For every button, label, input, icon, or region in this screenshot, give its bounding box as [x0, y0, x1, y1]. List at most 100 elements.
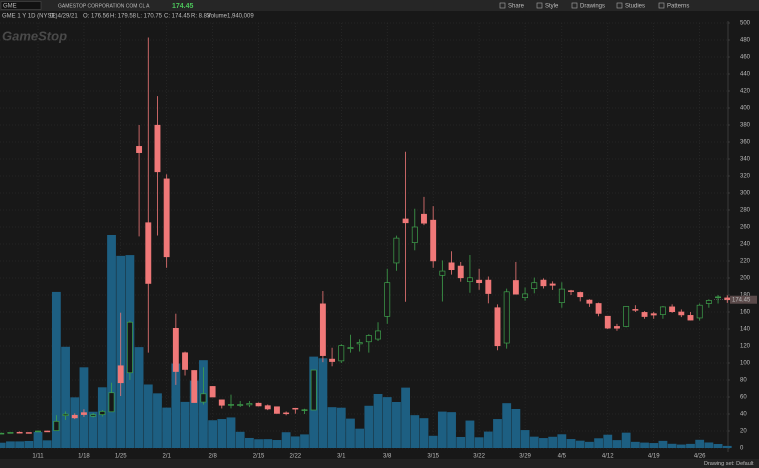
candle-body [448, 262, 455, 271]
y-tick-label: 260 [740, 225, 751, 231]
candle-body [457, 265, 464, 279]
volume-bar [189, 380, 199, 448]
x-tick-label: 2/1 [162, 454, 171, 460]
candle-body [650, 313, 657, 316]
candle-body [549, 283, 556, 286]
toolbar-icon[interactable] [536, 2, 543, 9]
ohlc-date: D: 4/29/21 [50, 14, 78, 20]
candle-body [329, 358, 336, 362]
x-tick-label: 2/22 [289, 454, 301, 460]
volume-bar [0, 442, 6, 448]
volume-bar [15, 441, 25, 448]
volume-bar [382, 397, 392, 448]
candle-body [439, 270, 446, 276]
candle-body [476, 279, 483, 284]
volume-bar [24, 440, 34, 448]
volume-bar [180, 401, 190, 448]
x-tick-label: 3/15 [427, 454, 439, 460]
toolbar-button[interactable]: Drawings [580, 4, 605, 10]
volume-bar [355, 428, 365, 448]
candle-body [485, 279, 492, 294]
toolbar-button[interactable]: Patterns [667, 4, 689, 10]
candle-body [522, 293, 529, 298]
volume-bar [33, 431, 43, 448]
candle-body [319, 303, 326, 356]
candle-body [430, 219, 437, 262]
volume-value: 1,940,009 [227, 14, 254, 20]
ohlc-open: O: 176.56 [83, 14, 110, 20]
y-tick-label: 440 [740, 72, 751, 78]
volume-bar [346, 418, 355, 448]
volume-bar [649, 443, 659, 448]
ohlc-low: L: 170.75 [137, 14, 163, 20]
volume-bar [392, 401, 401, 448]
symbol-box[interactable] [0, 1, 42, 10]
y-tick-label: 320 [740, 174, 751, 180]
symbol[interactable]: GME [3, 4, 17, 10]
volume-bar [447, 412, 456, 448]
candle-body [237, 404, 244, 406]
volume-bar [61, 346, 70, 448]
volume-bar [263, 439, 273, 448]
x-tick-label: 3/1 [337, 454, 346, 460]
candle-body [724, 297, 731, 301]
y-tick-label: 220 [740, 259, 751, 265]
volume-bar [272, 440, 282, 448]
volume-bar [281, 432, 291, 448]
y-tick-label: 500 [740, 21, 751, 27]
last-price: 174.45 [172, 3, 194, 10]
candle-body [154, 124, 161, 173]
volume-bar [686, 443, 695, 448]
candle-body [90, 414, 97, 417]
volume-bar [235, 431, 245, 448]
candle-body [595, 303, 602, 314]
toolbar-button[interactable]: Studies [625, 4, 645, 10]
y-tick-label: 460 [740, 55, 751, 61]
toolbar-icon[interactable] [616, 2, 623, 9]
toolbar-icon[interactable] [499, 2, 506, 9]
candle-body [687, 315, 694, 321]
candle-body [659, 306, 666, 315]
candle-body [678, 311, 685, 316]
volume-bar [603, 434, 613, 448]
volume-bar [254, 439, 263, 448]
x-tick-label: 3/29 [519, 454, 531, 460]
candle-body [209, 386, 216, 398]
candle-body [365, 335, 372, 343]
ohlc-high: H: 179.58 [110, 14, 137, 20]
volume-bar [134, 347, 144, 448]
y-tick-label: 60 [740, 395, 747, 401]
candle-body [531, 282, 538, 289]
volume-bar [695, 439, 705, 448]
volume-bar [410, 415, 420, 448]
volume-bar [226, 417, 236, 448]
candle-body [264, 405, 271, 410]
volume-bar [667, 443, 677, 448]
y-tick-label: 380 [740, 123, 751, 129]
toolbar-button[interactable]: Share [508, 4, 525, 10]
volume-bar [566, 439, 576, 448]
toolbar-icon[interactable] [571, 2, 578, 9]
candle-body [715, 296, 722, 299]
x-tick-label: 1/18 [78, 454, 90, 460]
volume-bar [290, 436, 300, 448]
volume-bar [428, 435, 438, 448]
candle-body [568, 290, 574, 292]
toolbar-icon[interactable] [658, 2, 665, 9]
volume-bar [520, 430, 530, 448]
toolbar-button[interactable]: Style [545, 4, 559, 10]
volume-bar [97, 387, 107, 448]
x-tick-label: 1/25 [115, 454, 127, 460]
company: GAMESTOP CORPORATION COM CL A [58, 3, 150, 9]
volume-bar [722, 445, 732, 448]
candle-body [402, 218, 409, 224]
candle-body [696, 304, 703, 319]
x-tick-label: 2/8 [208, 454, 217, 460]
volume-bar [51, 291, 61, 448]
volume-bar [630, 441, 640, 448]
volume-bar [364, 405, 374, 448]
last-price-label: 174.45 [732, 297, 751, 303]
volume-bar [217, 419, 227, 448]
candle-body [393, 237, 400, 264]
